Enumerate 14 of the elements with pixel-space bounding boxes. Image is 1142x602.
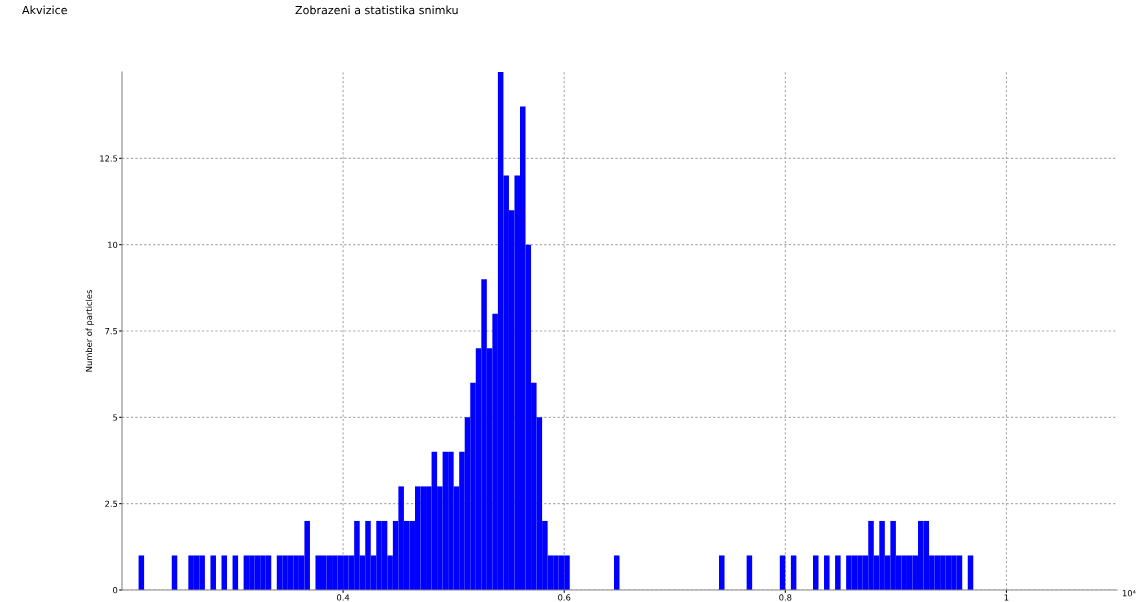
y-tick-label: 5 xyxy=(113,414,118,421)
x-tick-label: 0.8 xyxy=(779,594,792,601)
x-tick-label: 0.6 xyxy=(558,594,571,601)
text: 10⁴ xyxy=(1122,590,1136,597)
x-tick-label: 0.4 xyxy=(337,594,350,601)
y-tick-label: 0 xyxy=(113,586,118,594)
y-tick-label: 7.5 xyxy=(105,328,118,335)
y-tick-label: 2.5 xyxy=(105,500,118,507)
y-tick-label: 12.5 xyxy=(100,155,118,162)
text: Akvizice xyxy=(22,5,67,15)
y-tick-label: 10 xyxy=(108,241,118,248)
x-tick-label: 1 xyxy=(1004,594,1009,601)
text: Zobrazeni a statistika snimku xyxy=(295,5,458,15)
y-axis-title: Number of particles xyxy=(85,290,94,372)
